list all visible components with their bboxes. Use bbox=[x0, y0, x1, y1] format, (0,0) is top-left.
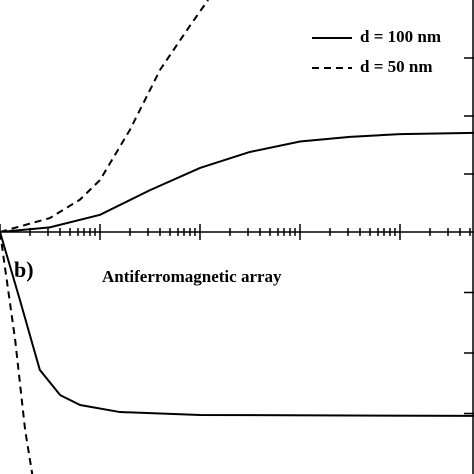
line-series bbox=[0, 0, 209, 232]
panel-label: b) bbox=[14, 257, 34, 282]
line-series bbox=[0, 232, 34, 474]
line-series bbox=[0, 232, 474, 417]
legend-label: d = 50 nm bbox=[360, 57, 433, 76]
legend-label: d = 100 nm bbox=[360, 27, 441, 46]
line-series bbox=[0, 131, 474, 232]
panel-title: Antiferromagnetic array bbox=[102, 267, 282, 286]
